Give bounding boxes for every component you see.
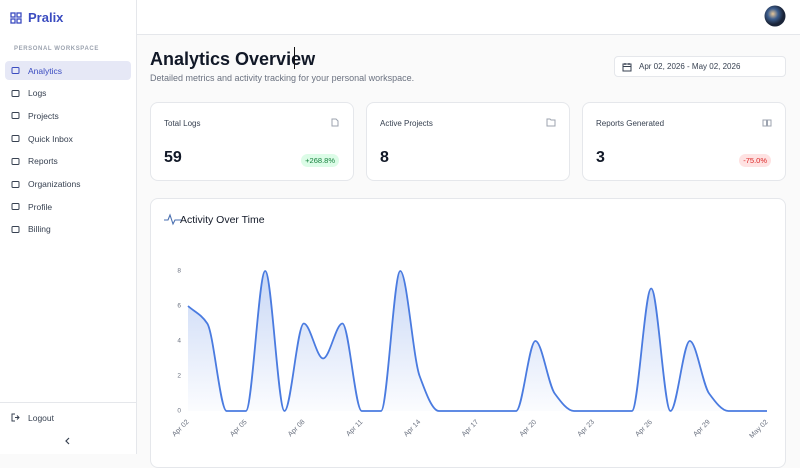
- icon: [331, 118, 339, 127]
- nav-label: Billing: [28, 224, 51, 235]
- icon: [622, 62, 632, 71]
- stat-value: 8: [380, 149, 389, 166]
- collapse-button[interactable]: [64, 437, 72, 445]
- nav-label: Profile: [28, 201, 53, 212]
- y-tick-label: 8: [177, 268, 181, 275]
- x-tick-label: Apr 29: [692, 419, 712, 439]
- icon: [11, 180, 20, 188]
- stat-change: -75.0%: [739, 154, 771, 167]
- chart-title: Activity Over Time: [180, 214, 265, 226]
- page-subtitle: Detailed metrics and activity tracking f…: [150, 73, 415, 83]
- x-tick-label: Apr 23: [576, 419, 596, 439]
- icon: [762, 119, 772, 127]
- topbar: [137, 0, 800, 35]
- x-tick-label: Apr 02: [171, 419, 191, 439]
- x-tick-label: Apr 26: [634, 419, 654, 439]
- nav-item[interactable]: Logs: [5, 84, 131, 103]
- logout-label: Logout: [28, 412, 54, 423]
- nav-item[interactable]: Quick Inbox: [5, 129, 131, 148]
- y-tick-label: 0: [177, 408, 181, 415]
- nav-label: Analytics: [28, 65, 63, 76]
- nav-item[interactable]: Projects: [5, 106, 131, 125]
- chart-icon: [164, 213, 181, 226]
- x-tick-label: Apr 05: [229, 419, 249, 439]
- icon: [11, 203, 20, 211]
- nav-item[interactable]: Organizations: [5, 175, 131, 194]
- brand-logo: [10, 12, 22, 24]
- area: [188, 271, 767, 411]
- stat-card: Reports Generated 3 -75.0%: [582, 102, 786, 181]
- sidebar: Pralix PERSONAL WORKSPACE Analytics Logs P…: [0, 0, 137, 454]
- x-tick-label: Apr 14: [403, 419, 423, 439]
- x-tick-label: Apr 08: [287, 419, 307, 439]
- icon: [11, 157, 20, 165]
- section-label: PERSONAL WORKSPACE: [14, 46, 99, 52]
- chart-card: Activity Over Time 0 2 4 6 8 Apr 02 Apr 05 Apr …: [150, 198, 786, 468]
- line: [187, 270, 767, 412]
- y-tick-label: 4: [177, 338, 181, 345]
- stat-card: Total Logs 59 +268.8%: [150, 102, 354, 181]
- nav-item[interactable]: Billing: [5, 220, 131, 239]
- stat-value: 3: [596, 149, 605, 166]
- stat-label: Reports Generated: [596, 119, 665, 128]
- icon: [11, 413, 20, 422]
- x-tick-label: Apr 20: [519, 419, 539, 439]
- nav-item[interactable]: Profile: [5, 197, 131, 216]
- nav-label: Reports: [28, 156, 58, 167]
- nav-label: Projects: [28, 110, 59, 121]
- nav-item[interactable]: Reports: [5, 152, 131, 171]
- divider: [0, 402, 136, 403]
- nav-item[interactable]: Analytics: [5, 61, 131, 80]
- stat-label: Active Projects: [380, 119, 433, 128]
- x-tick-label: Apr 17: [461, 419, 481, 439]
- nav-label: Organizations: [28, 179, 81, 189]
- icon: [11, 67, 20, 74]
- y-tick-label: 6: [177, 303, 181, 310]
- stat-card: Active Projects 8: [366, 102, 570, 181]
- date-picker[interactable]: Apr 02, 2026 - May 02, 2026: [614, 56, 786, 77]
- page-title: Analytics Overview: [150, 49, 316, 69]
- icon: [546, 118, 556, 127]
- stat-value: 59: [164, 149, 182, 166]
- chart: Activity Over Time 0 2 4 6 8 Apr 02 Apr 05 Apr …: [164, 213, 770, 440]
- avatar[interactable]: [764, 5, 786, 27]
- icon: [11, 112, 20, 120]
- icon: [11, 89, 20, 97]
- text-cursor: [294, 47, 295, 69]
- icon: [11, 135, 20, 143]
- x-tick-label: May 02: [749, 419, 770, 440]
- date-range: Apr 02, 2026 - May 02, 2026: [639, 62, 741, 71]
- stat-label: Total Logs: [164, 119, 201, 128]
- y-tick-label: 2: [177, 373, 181, 380]
- brand[interactable]: Pralix: [28, 10, 64, 25]
- icon: [11, 225, 20, 233]
- logout[interactable]: Logout: [5, 408, 131, 427]
- stat-change: +268.8%: [301, 154, 339, 167]
- nav-label: Quick Inbox: [28, 133, 73, 144]
- x-tick-label: Apr 11: [345, 419, 364, 438]
- nav-label: Logs: [28, 88, 47, 99]
